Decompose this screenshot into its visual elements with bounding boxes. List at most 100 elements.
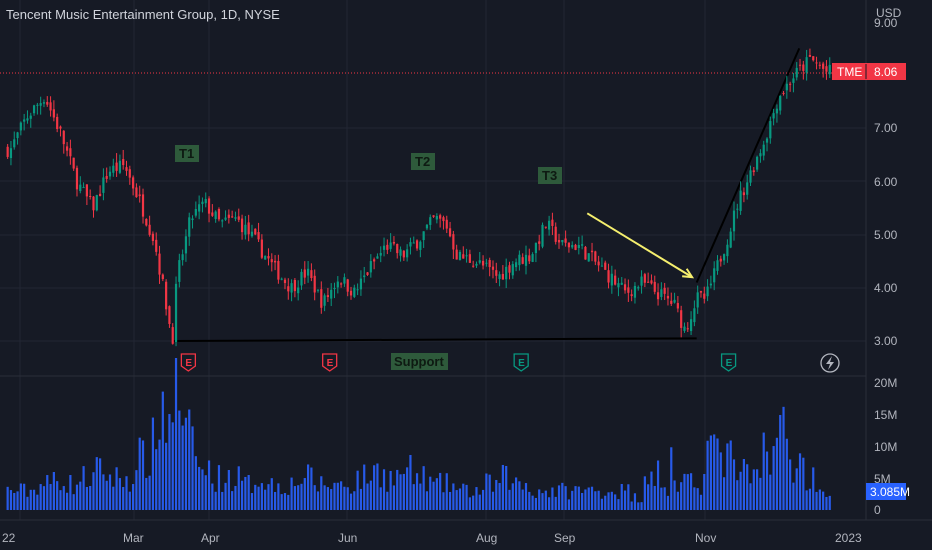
candle-body bbox=[620, 282, 623, 285]
volume-bar bbox=[125, 476, 128, 510]
volume-bar bbox=[627, 484, 630, 510]
volume-bar bbox=[429, 476, 432, 510]
candle-body bbox=[287, 286, 290, 292]
candle-body bbox=[125, 167, 128, 171]
breakout-trendline bbox=[695, 47, 801, 283]
volume-bar bbox=[584, 489, 587, 510]
volume-bar bbox=[587, 487, 590, 510]
candle-body bbox=[805, 57, 808, 73]
candle-body bbox=[650, 280, 653, 284]
candle-body bbox=[597, 261, 600, 266]
candle-body bbox=[452, 234, 455, 250]
candle-body bbox=[412, 242, 415, 244]
candle-body bbox=[330, 289, 333, 299]
annotation-t3[interactable]: T3 bbox=[538, 167, 562, 184]
annotation-support[interactable]: Support bbox=[391, 353, 448, 370]
candle-body bbox=[349, 290, 353, 296]
candle-body bbox=[343, 277, 346, 284]
lightning-icon[interactable] bbox=[820, 353, 840, 373]
volume-bar bbox=[798, 453, 802, 510]
volume-bar bbox=[742, 459, 746, 510]
volume-bar bbox=[128, 491, 131, 510]
candle-body bbox=[250, 231, 254, 237]
time-axis[interactable]: 22 Mar Apr Jun Aug Sep Nov 2023 bbox=[2, 531, 862, 545]
volume-bar bbox=[59, 490, 62, 510]
volume-bar bbox=[102, 474, 105, 510]
volume-bar bbox=[623, 490, 627, 510]
candle-body bbox=[498, 274, 501, 279]
volume-bar bbox=[683, 473, 686, 510]
volume-bar bbox=[785, 438, 788, 510]
volume-bar bbox=[571, 490, 574, 510]
volume-bar bbox=[419, 483, 422, 510]
candle-body bbox=[534, 242, 538, 254]
volume-bar bbox=[369, 480, 372, 510]
candle-body bbox=[257, 232, 260, 240]
candle-body bbox=[194, 209, 197, 216]
volume-bar bbox=[726, 443, 729, 510]
annotation-t1[interactable]: T1 bbox=[175, 145, 199, 162]
volume-bar bbox=[310, 467, 313, 510]
volume-bar bbox=[273, 491, 277, 510]
volume-bar bbox=[69, 475, 72, 510]
candle-body bbox=[9, 148, 13, 159]
volume-bar bbox=[564, 486, 567, 510]
candle-body bbox=[623, 284, 627, 291]
volume-axis[interactable]: 20M 15M 10M 5M 0 bbox=[874, 376, 897, 517]
candle-body bbox=[211, 212, 214, 216]
volume-bar bbox=[498, 483, 501, 510]
volume-bar bbox=[168, 414, 171, 510]
volume-bar bbox=[72, 494, 75, 510]
candle-body bbox=[227, 214, 230, 218]
candle-body bbox=[590, 250, 594, 253]
volume-bar bbox=[789, 459, 792, 510]
candle-body bbox=[379, 252, 382, 256]
candle-body bbox=[696, 292, 699, 308]
volume-bar bbox=[544, 490, 547, 510]
volume-bar bbox=[531, 495, 534, 510]
candle-body bbox=[779, 96, 782, 111]
volume-bar bbox=[108, 474, 112, 510]
candle-body bbox=[165, 281, 168, 310]
candle-body bbox=[812, 56, 815, 61]
volume-bar bbox=[188, 409, 191, 510]
volume-bar bbox=[224, 482, 227, 510]
candle-body bbox=[818, 64, 821, 66]
candle-body bbox=[472, 265, 475, 267]
volume-bar bbox=[237, 466, 240, 510]
volume-bar bbox=[491, 491, 495, 510]
candle-body bbox=[366, 272, 369, 275]
candle-body bbox=[224, 217, 227, 220]
volume-bar bbox=[198, 466, 201, 510]
candle-body bbox=[660, 289, 663, 297]
volume-bar bbox=[689, 473, 693, 510]
volume-bar bbox=[376, 463, 379, 510]
time-tick-label: Nov bbox=[695, 531, 716, 545]
candle-body bbox=[36, 104, 39, 106]
volume-bar bbox=[181, 425, 184, 510]
volume-bar bbox=[399, 474, 402, 510]
time-tick-label: Jun bbox=[338, 531, 357, 545]
volume-bar bbox=[32, 489, 36, 510]
volume-bar bbox=[775, 437, 779, 510]
volume-bar bbox=[155, 449, 158, 510]
candle-body bbox=[151, 233, 155, 241]
volume-bar bbox=[663, 487, 666, 510]
candle-body bbox=[264, 255, 267, 260]
volume-bar bbox=[478, 494, 481, 510]
price-axis[interactable]: 3.00 4.00 5.00 6.00 7.00 9.00 bbox=[874, 16, 898, 348]
candle-body bbox=[521, 257, 524, 264]
candle-body bbox=[16, 132, 19, 139]
volume-bar bbox=[359, 488, 363, 510]
candle-body bbox=[422, 231, 425, 241]
candle-body bbox=[478, 260, 481, 263]
candle-body bbox=[52, 109, 55, 118]
volume-bar bbox=[52, 472, 55, 510]
candle-body bbox=[128, 169, 131, 178]
candle-body bbox=[260, 239, 263, 258]
annotation-t2[interactable]: T2 bbox=[411, 153, 435, 170]
overlay bbox=[586, 212, 695, 279]
volume-bar bbox=[736, 480, 739, 510]
volume-bar bbox=[534, 497, 538, 510]
